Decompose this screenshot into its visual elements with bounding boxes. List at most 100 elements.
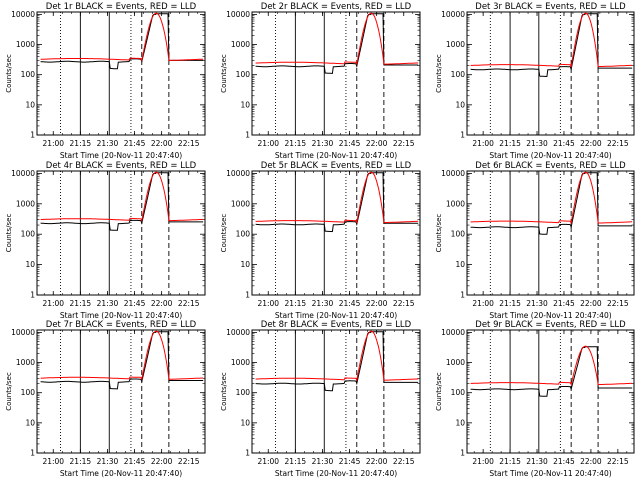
series-events xyxy=(40,331,204,390)
x-tick-label: 21:30 xyxy=(526,299,548,308)
panel-3: Det 3r BLACK = Events, RED = LLD Counts/s… xyxy=(435,2,635,160)
plot-frame xyxy=(466,170,635,296)
y-tick-label: 10 xyxy=(240,260,250,269)
y-tick-label: 10 xyxy=(455,100,465,109)
plot-frame xyxy=(251,329,421,454)
panel-title: Det 3r BLACK = Events, RED = LLD xyxy=(475,2,626,12)
x-tick-label: 21:15 xyxy=(499,139,521,148)
y-tick-label: 1000 xyxy=(446,358,465,367)
x-tick-label: 21:45 xyxy=(553,457,575,466)
y-tick-label: 100 xyxy=(236,70,251,79)
x-tick-label: 21:45 xyxy=(339,457,361,466)
x-tick-label: 21:00 xyxy=(42,299,64,308)
x-tick-label: 21:15 xyxy=(285,299,307,308)
panel-6: Det 6r BLACK = Events, RED = LLD Counts/s… xyxy=(435,161,635,320)
x-axis-label: Start Time (20-Nov-11 20:47:40) xyxy=(275,151,397,160)
series-events xyxy=(255,331,419,392)
x-axis-label: Start Time (20-Nov-11 20:47:40) xyxy=(275,469,397,478)
y-tick-label: 10 xyxy=(455,260,465,269)
x-tick-label: 22:00 xyxy=(151,457,173,466)
plot-frame xyxy=(466,11,635,136)
x-axis-label: Start Time (20-Nov-11 20:47:40) xyxy=(489,311,611,320)
y-tick-label: 100 xyxy=(451,230,466,239)
y-tick-label: 10000 xyxy=(226,10,250,19)
x-tick-label: 22:15 xyxy=(607,299,629,308)
series-lld xyxy=(470,171,633,225)
panel-7: Det 7r BLACK = Events, RED = LLD Counts/s… xyxy=(5,320,206,478)
x-tick-label: 21:00 xyxy=(257,299,279,308)
y-tick-label: 10 xyxy=(25,418,35,427)
x-tick-label: 21:00 xyxy=(257,139,279,148)
panel-title: Det 2r BLACK = Events, RED = LLD xyxy=(261,2,412,12)
x-tick-label: 21:30 xyxy=(312,457,334,466)
y-tick-label: 10 xyxy=(240,100,250,109)
y-tick-label: 10 xyxy=(25,260,35,269)
y-tick-label: 1 xyxy=(30,449,35,458)
x-tick-label: 21:45 xyxy=(124,457,146,466)
y-tick-label: 1000 xyxy=(16,199,35,208)
series-lld xyxy=(255,12,419,66)
y-tick-label: 1000 xyxy=(446,40,465,49)
x-tick-label: 22:15 xyxy=(607,457,629,466)
y-tick-label: 100 xyxy=(21,70,36,79)
panel-title: Det 1r BLACK = Events, RED = LLD xyxy=(46,2,197,12)
x-tick-label: 21:30 xyxy=(526,457,548,466)
series-lld xyxy=(40,171,204,223)
x-tick-label: 21:00 xyxy=(472,457,494,466)
x-tick-label: 21:30 xyxy=(312,299,334,308)
x-axis-label: Start Time (20-Nov-11 20:47:40) xyxy=(275,311,397,320)
y-tick-label: 10000 xyxy=(226,169,250,178)
panel-title: Det 8r BLACK = Events, RED = LLD xyxy=(261,320,412,330)
plot-frame xyxy=(251,170,421,296)
y-tick-label: 1000 xyxy=(231,40,250,49)
series-lld xyxy=(40,330,204,381)
y-tick-label: 10 xyxy=(240,418,250,427)
y-tick-label: 10000 xyxy=(441,10,465,19)
x-tick-label: 22:00 xyxy=(366,139,388,148)
y-axis-label: Counts/sec xyxy=(5,372,13,411)
x-tick-label: 21:15 xyxy=(499,299,521,308)
x-tick-label: 21:15 xyxy=(70,139,92,148)
y-axis-label: Counts/sec xyxy=(220,54,228,93)
y-tick-label: 10000 xyxy=(226,328,250,337)
y-tick-label: 1000 xyxy=(231,199,250,208)
panel-title: Det 5r BLACK = Events, RED = LLD xyxy=(261,161,412,171)
x-tick-label: 22:00 xyxy=(366,299,388,308)
panel-title: Det 4r BLACK = Events, RED = LLD xyxy=(46,161,197,171)
y-tick-label: 1 xyxy=(245,131,250,140)
y-tick-label: 10000 xyxy=(441,328,465,337)
y-tick-label: 1 xyxy=(30,131,35,140)
x-tick-label: 21:15 xyxy=(70,299,92,308)
x-axis-label: Start Time (20-Nov-11 20:47:40) xyxy=(60,469,182,478)
x-tick-label: 22:15 xyxy=(393,457,415,466)
x-tick-label: 22:15 xyxy=(178,299,200,308)
x-tick-label: 21:15 xyxy=(285,457,307,466)
plot-frame xyxy=(36,170,206,296)
x-axis-label: Start Time (20-Nov-11 20:47:40) xyxy=(60,311,182,320)
y-tick-label: 100 xyxy=(451,388,466,397)
x-tick-label: 21:30 xyxy=(97,299,119,308)
y-tick-label: 10 xyxy=(455,418,465,427)
x-tick-label: 21:15 xyxy=(499,457,521,466)
panel-4: Det 4r BLACK = Events, RED = LLD Counts/s… xyxy=(5,161,206,320)
plot-frame xyxy=(466,329,635,454)
y-tick-label: 10000 xyxy=(11,328,35,337)
y-tick-label: 10 xyxy=(25,100,35,109)
x-tick-label: 21:45 xyxy=(553,139,575,148)
y-tick-label: 1 xyxy=(245,449,250,458)
series-lld xyxy=(470,345,633,386)
x-tick-label: 22:00 xyxy=(580,457,602,466)
y-axis-label: Counts/sec xyxy=(435,54,443,93)
x-tick-label: 21:00 xyxy=(472,299,494,308)
y-axis-label: Counts/sec xyxy=(435,214,443,253)
y-tick-label: 1000 xyxy=(16,40,35,49)
x-tick-label: 21:30 xyxy=(97,139,119,148)
x-tick-label: 22:15 xyxy=(393,299,415,308)
y-tick-label: 1 xyxy=(460,291,465,300)
x-tick-label: 22:00 xyxy=(580,299,602,308)
panel-title: Det 6r BLACK = Events, RED = LLD xyxy=(475,161,626,171)
x-tick-label: 21:00 xyxy=(472,139,494,148)
x-tick-label: 22:00 xyxy=(366,457,388,466)
plot-frame xyxy=(251,11,421,136)
